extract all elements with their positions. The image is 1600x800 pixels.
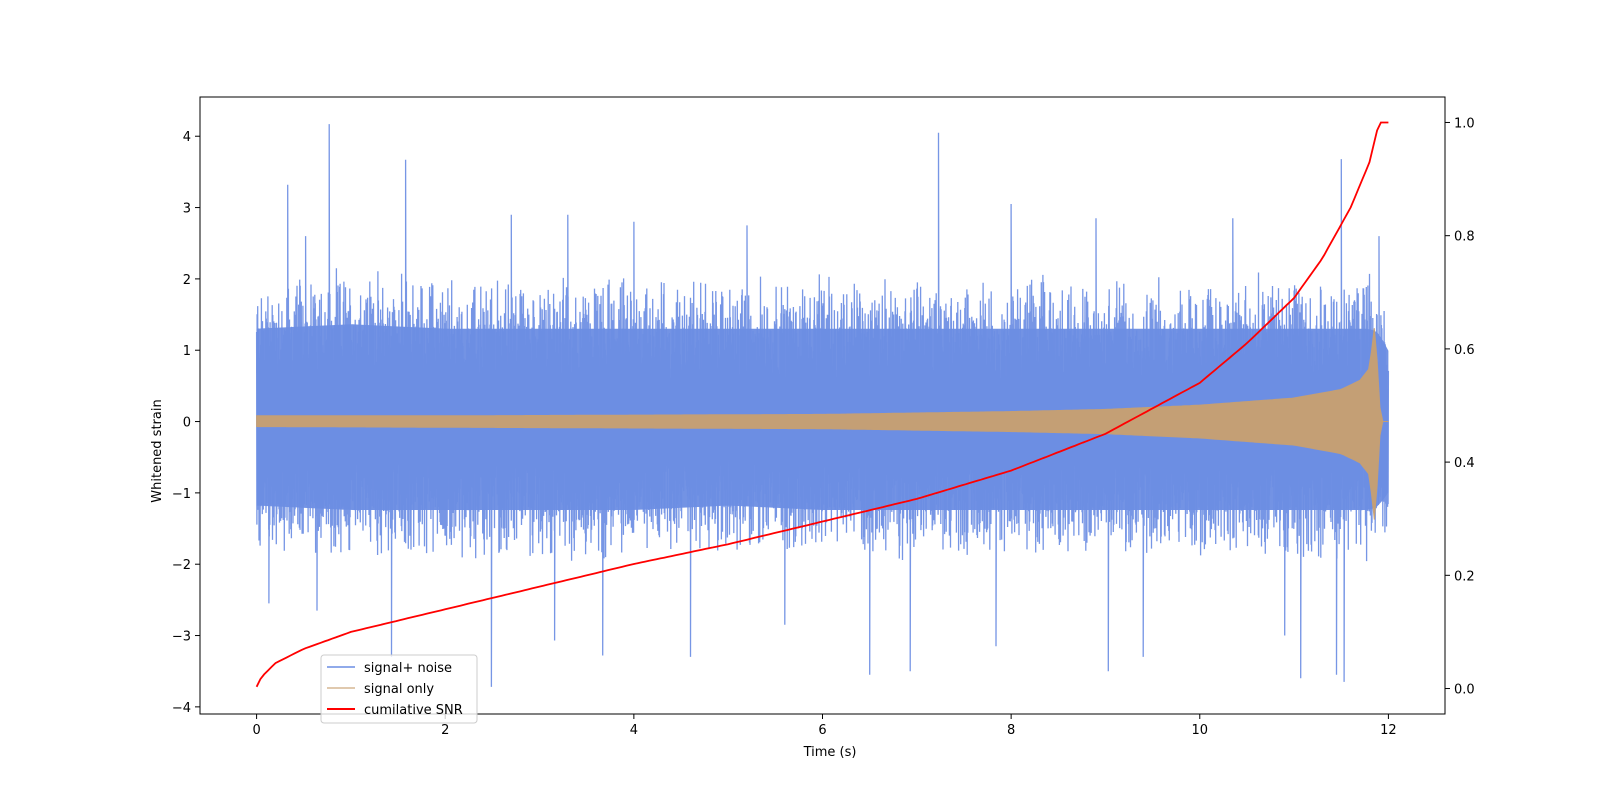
y2-tick-label: 0.2 <box>1454 569 1475 584</box>
legend-box <box>320 654 478 724</box>
y-tick-label: −3 <box>172 630 191 645</box>
y2-tick-label: 0.8 <box>1454 230 1475 245</box>
y2-tick-label: 0.0 <box>1454 683 1475 698</box>
y-axis-title: Whitened strain <box>150 399 165 502</box>
y-tick-label: 4 <box>183 130 191 145</box>
x-tick-label: 4 <box>630 723 638 738</box>
y2-tick-label: 0.6 <box>1454 343 1475 358</box>
x-tick-label: 6 <box>818 723 826 738</box>
plot-area <box>255 121 1390 688</box>
y-tick-label: 0 <box>183 416 191 431</box>
x-axis-title: Time (s) <box>803 745 857 760</box>
legend-label: signal+ noise <box>364 661 452 676</box>
legend: signal+ noise signal only cumilative SNR <box>320 654 478 724</box>
y2-tick-label: 0.4 <box>1454 456 1475 471</box>
series-signal-only-band <box>256 328 1389 520</box>
y-tick-label: −4 <box>172 701 191 716</box>
x-tick-label: 8 <box>1007 723 1015 738</box>
series-cumulative-snr-line <box>255 121 1389 688</box>
legend-label: signal only <box>364 682 434 697</box>
y-tick-label: −1 <box>172 487 191 502</box>
legend-label: cumilative SNR <box>364 703 463 718</box>
y2-tick-label: 1.0 <box>1454 116 1475 131</box>
y-tick-label: 3 <box>183 202 191 217</box>
x-tick-label: 0 <box>252 723 260 738</box>
y-tick-label: 2 <box>183 273 191 288</box>
y-tick-label: 1 <box>183 344 191 359</box>
x-tick-label: 12 <box>1380 723 1397 738</box>
y-tick-label: −2 <box>172 558 191 573</box>
x-tick-label: 2 <box>441 723 449 738</box>
x-tick-label: 10 <box>1191 723 1208 738</box>
